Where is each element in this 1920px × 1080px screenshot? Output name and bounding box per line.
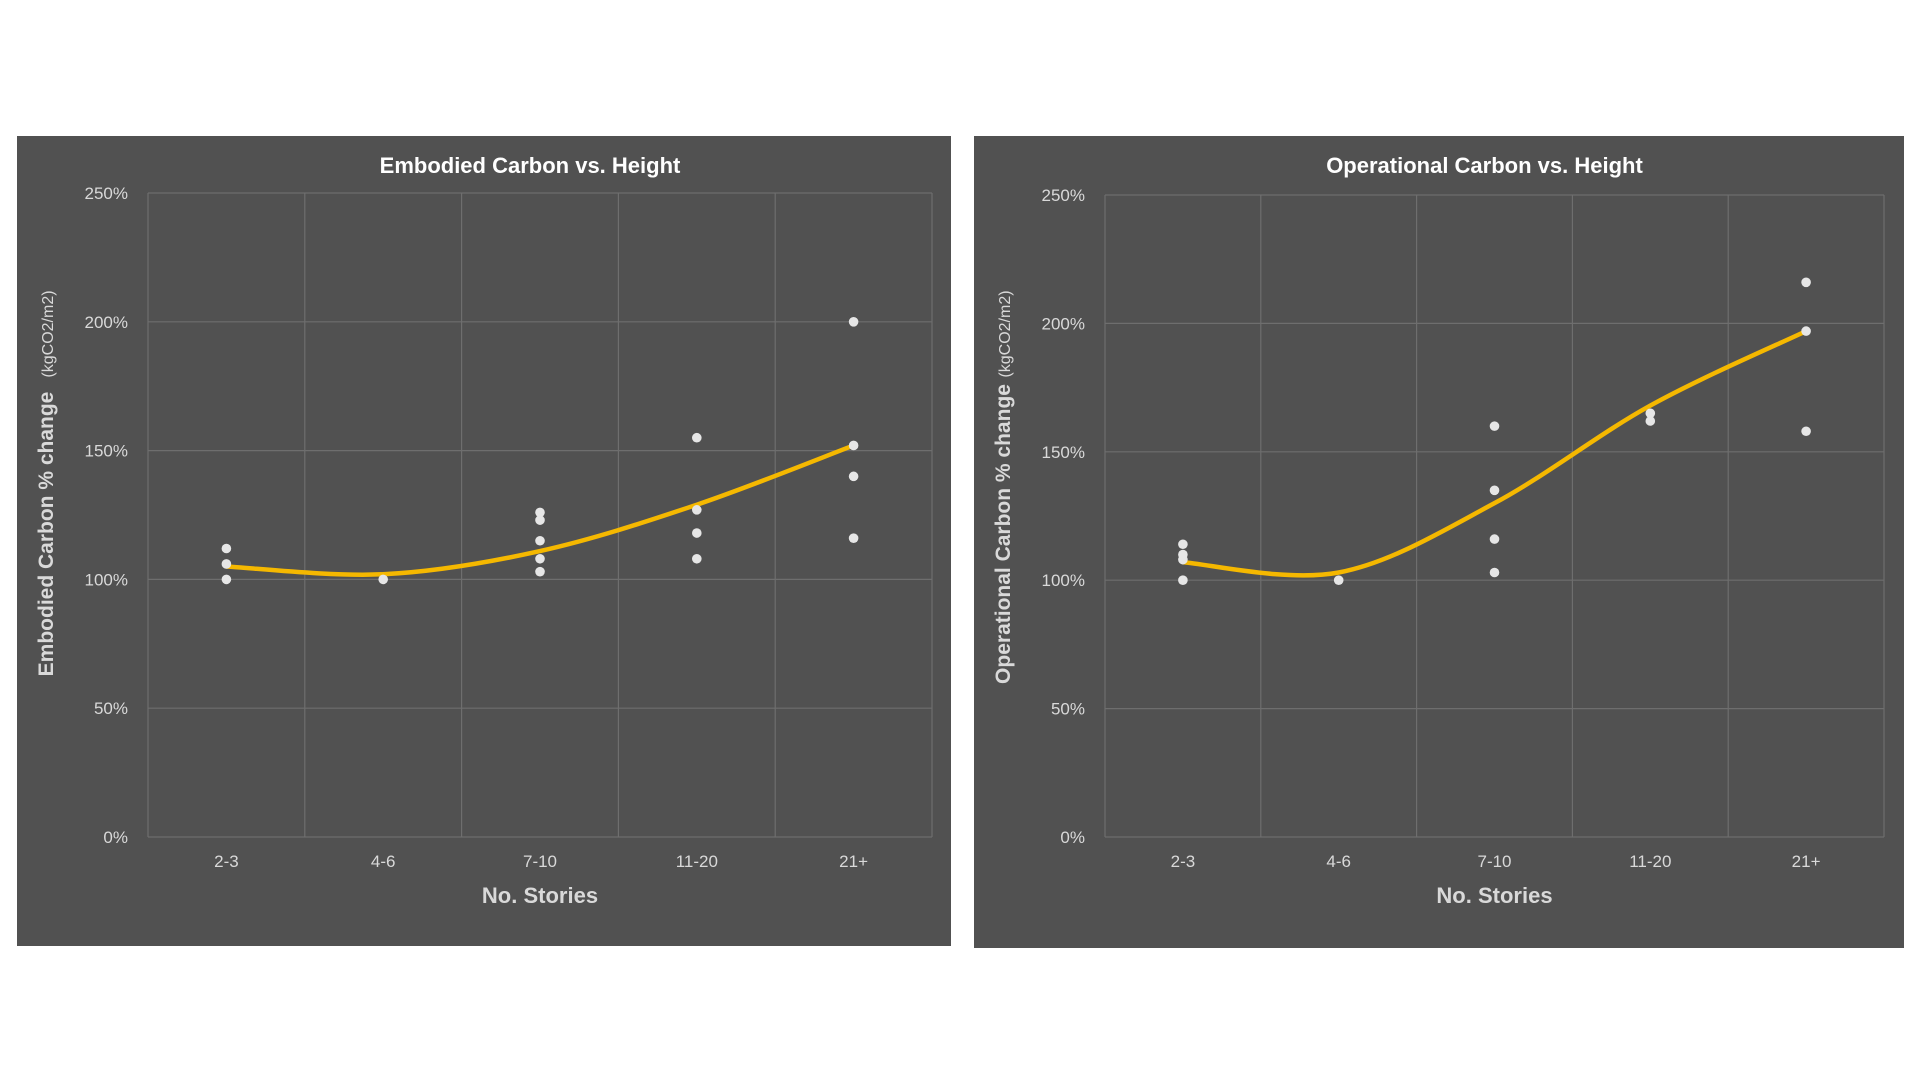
chart-title: Embodied Carbon vs. Height bbox=[380, 153, 681, 178]
data-point bbox=[1178, 575, 1188, 585]
x-axis-title: No. Stories bbox=[482, 883, 598, 908]
operational-carbon-chart-panel: 0% 50% 100% 150% 200% 250% 2-3 4-6 7-10 11-20 21+ O… bbox=[974, 136, 1904, 948]
x-tick-label: 4-6 bbox=[1326, 852, 1351, 871]
embodied-carbon-chart-panel: 0% 50% 100% 150% 200% 250% 2-3 4-6 7-10 11-20 21+ E… bbox=[17, 136, 951, 946]
y-tick-label: 0% bbox=[1060, 828, 1085, 847]
data-point bbox=[1489, 534, 1500, 544]
trendline bbox=[224, 443, 856, 577]
embodied-carbon-chart: 0% 50% 100% 150% 200% 250% 2-3 4-6 7-10 11-20 21+ E… bbox=[35, 153, 933, 908]
data-point bbox=[1801, 426, 1811, 437]
x-axis-title: No. Stories bbox=[1436, 883, 1552, 908]
x-tick-label: 21+ bbox=[839, 852, 868, 871]
data-point bbox=[1178, 549, 1188, 560]
y-axis-title: Operational Carbon % change bbox=[992, 384, 1015, 684]
data-point bbox=[692, 505, 702, 515]
data-point bbox=[535, 535, 545, 546]
y-tick-label: 100% bbox=[1042, 571, 1085, 590]
y-tick-label: 0% bbox=[103, 828, 128, 847]
data-point bbox=[692, 553, 702, 564]
data-point bbox=[692, 528, 702, 538]
y-tick-label: 50% bbox=[94, 699, 128, 718]
data-point bbox=[1645, 408, 1656, 419]
data-point bbox=[221, 574, 232, 585]
y-axis-unit: (kgCO2/m2) bbox=[40, 290, 57, 377]
x-tick-label: 11-20 bbox=[1629, 852, 1671, 871]
data-point bbox=[692, 432, 702, 443]
data-point bbox=[848, 317, 859, 327]
y-tick-label: 250% bbox=[1042, 186, 1085, 205]
data-point bbox=[848, 533, 859, 543]
data-point bbox=[848, 440, 859, 451]
y-tick-label: 200% bbox=[1042, 314, 1085, 333]
y-tick-label: 50% bbox=[1051, 700, 1085, 719]
data-point bbox=[848, 471, 859, 482]
x-tick-label: 2-3 bbox=[214, 852, 239, 871]
data-point bbox=[1645, 416, 1656, 426]
data-point bbox=[378, 574, 389, 585]
data-point bbox=[221, 543, 232, 554]
data-point bbox=[1489, 421, 1500, 431]
chart-title: Operational Carbon vs. Height bbox=[1326, 153, 1643, 178]
trendline bbox=[1180, 328, 1809, 578]
x-tick-label: 11-20 bbox=[676, 852, 718, 871]
y-tick-label: 200% bbox=[85, 313, 128, 332]
x-tick-label: 7-10 bbox=[1477, 852, 1511, 871]
data-point bbox=[221, 559, 232, 569]
y-tick-label: 150% bbox=[85, 442, 128, 461]
data-point bbox=[1801, 326, 1811, 336]
x-tick-label: 2-3 bbox=[1171, 852, 1196, 871]
data-point bbox=[1801, 277, 1811, 288]
data-point bbox=[1333, 575, 1344, 585]
x-tick-label: 7-10 bbox=[523, 852, 557, 871]
data-point bbox=[535, 515, 545, 525]
data-point bbox=[535, 553, 545, 564]
y-tick-label: 250% bbox=[85, 184, 128, 203]
y-tick-label: 100% bbox=[85, 570, 128, 589]
x-tick-label: 4-6 bbox=[371, 852, 396, 871]
data-point bbox=[1489, 485, 1500, 496]
x-tick-label: 21+ bbox=[1792, 852, 1821, 871]
y-tick-label: 150% bbox=[1042, 443, 1085, 462]
y-axis-title: Embodied Carbon % change bbox=[35, 392, 58, 677]
data-point bbox=[1178, 539, 1188, 550]
data-point bbox=[1489, 567, 1500, 578]
y-axis-unit: (kgCO2/m2) bbox=[997, 290, 1014, 377]
data-point bbox=[535, 566, 545, 577]
operational-carbon-chart: 0% 50% 100% 150% 200% 250% 2-3 4-6 7-10 11-20 21+ O… bbox=[992, 153, 1885, 908]
data-point bbox=[535, 507, 545, 518]
